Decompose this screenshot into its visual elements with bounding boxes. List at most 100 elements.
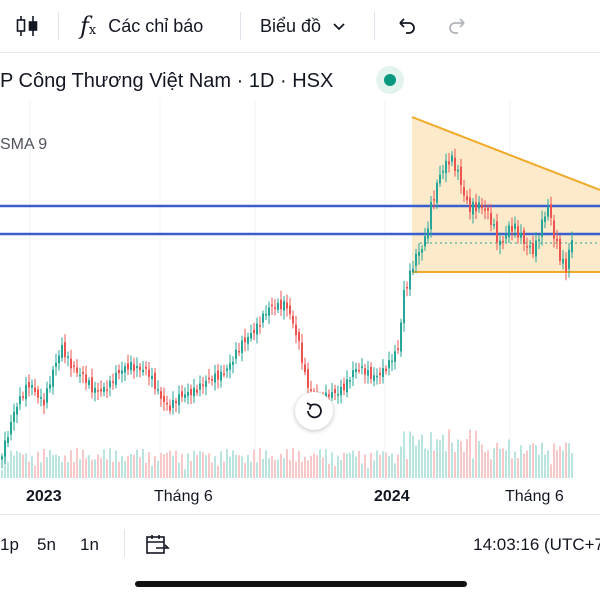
redo-button[interactable] (446, 0, 470, 52)
volume-bar (361, 463, 363, 478)
volume-bar (373, 460, 375, 478)
volume-bar (61, 461, 63, 478)
candle-body (412, 268, 414, 272)
range-1d-button[interactable]: 1p (0, 535, 19, 554)
candle-body (523, 230, 525, 244)
volume-bar (256, 462, 258, 478)
volume-bar (331, 452, 333, 478)
volume-bar (427, 450, 429, 478)
range-1m-button[interactable]: 1n (80, 535, 99, 554)
volume-bar (328, 463, 330, 478)
volume-bar (220, 451, 222, 478)
volume-bar (571, 453, 573, 478)
volume-bar (91, 459, 93, 478)
volume-bar (316, 455, 318, 478)
volume-bar (517, 458, 519, 478)
volume-bar (19, 452, 21, 478)
volume-bar (424, 448, 426, 478)
candle-body (193, 387, 195, 397)
volume-bar (289, 459, 291, 478)
volume-bar (145, 462, 147, 478)
volume-bar (469, 429, 471, 478)
candle-body (436, 182, 438, 203)
candle-body (334, 389, 336, 394)
candle-body (154, 372, 156, 390)
volume-bar (460, 441, 462, 478)
volume-bar (376, 450, 378, 478)
candle-body (415, 253, 417, 266)
candle-body (409, 270, 411, 290)
volume-bar (337, 455, 339, 478)
home-indicator (135, 581, 467, 587)
candle-body (538, 239, 540, 241)
candle-body (169, 405, 171, 411)
indicators-button[interactable]: fx Các chỉ báo (80, 0, 203, 52)
goto-date-button[interactable] (144, 533, 170, 562)
candle-body (535, 240, 537, 257)
volume-bar (550, 464, 552, 478)
candle-body (106, 389, 108, 391)
volume-bar (514, 451, 516, 478)
volume-bar (49, 449, 51, 478)
candle-body (442, 170, 444, 173)
candle-body (289, 305, 291, 315)
volume-bar (274, 459, 276, 478)
volume-bar (268, 458, 270, 478)
candle-body (502, 240, 504, 243)
candle-body (121, 370, 123, 374)
undo-button[interactable] (394, 0, 418, 52)
clock-timezone[interactable]: 14:03:16 (UTC+7 (473, 535, 600, 554)
volume-bar (304, 456, 306, 478)
candle-body (262, 313, 264, 323)
candle-body (403, 289, 405, 324)
symbol-title[interactable]: P Công Thương Việt Nam · 1D · HSX (0, 70, 334, 92)
volume-bar (13, 455, 15, 478)
volume-bar (34, 465, 36, 478)
time-axis[interactable]: 2023 Tháng 6 2024 Tháng 6 (0, 480, 600, 514)
candle-body (568, 249, 570, 269)
price-chart[interactable] (0, 100, 600, 480)
candle-body (250, 332, 252, 339)
candle-body (307, 369, 309, 388)
volume-bar (85, 458, 87, 478)
volume-bar (259, 448, 261, 478)
volume-bar (334, 465, 336, 478)
indicator-sma-label[interactable]: SMA 9 (0, 136, 48, 153)
volume-bar (508, 439, 510, 478)
candle-body (22, 396, 24, 398)
candle-body (418, 251, 420, 256)
volume-bar (364, 454, 366, 478)
chart-type-button[interactable]: Biểu đồ (260, 0, 347, 52)
volume-bar (520, 445, 522, 478)
volume-bar (133, 455, 135, 478)
candle-body (346, 379, 348, 393)
candle-body (499, 240, 501, 246)
candles-icon[interactable] (14, 0, 40, 52)
candle-body (355, 368, 357, 373)
candle-body (514, 223, 516, 229)
volume-bar (307, 460, 309, 478)
candle-body (34, 387, 36, 393)
volume-bar (76, 448, 78, 478)
candle-body (529, 245, 531, 248)
volume-bar (409, 431, 411, 478)
candle-body (124, 366, 126, 373)
volume-bar (322, 457, 324, 478)
reset-chart-button[interactable] (295, 392, 333, 430)
candle-body (562, 258, 564, 264)
candle-body (466, 196, 468, 201)
range-5d-button[interactable]: 5n (37, 535, 56, 554)
candle-body (178, 394, 180, 406)
volume-bar (535, 445, 537, 478)
market-status-indicator[interactable] (376, 66, 404, 94)
candle-body (76, 367, 78, 373)
volume-bar (487, 450, 489, 478)
candle-body (208, 377, 210, 380)
volume-bar (352, 450, 354, 478)
candle-body (286, 302, 288, 309)
bottom-divider (124, 529, 125, 557)
undo-icon (399, 18, 415, 34)
candle-body (496, 221, 498, 243)
candle-body (280, 299, 282, 310)
candle-body (364, 368, 366, 375)
